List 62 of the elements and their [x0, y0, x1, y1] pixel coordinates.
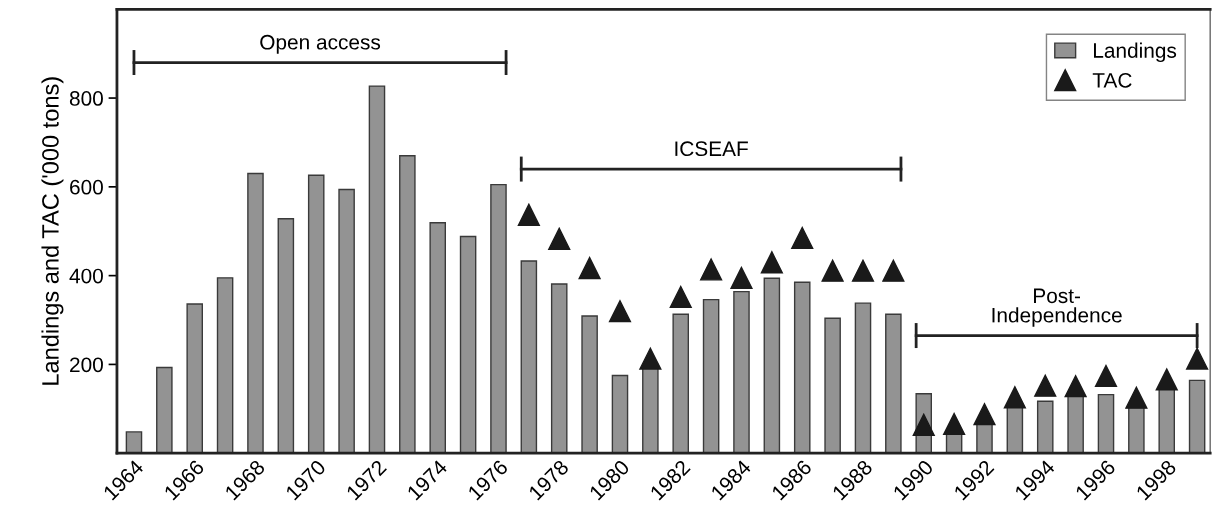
bar [550, 283, 568, 454]
bar [854, 302, 872, 454]
point [1064, 375, 1087, 398]
point [912, 413, 935, 436]
point [1034, 374, 1057, 397]
point [760, 251, 783, 274]
bar [277, 218, 295, 454]
bar [793, 281, 811, 454]
annotation: Post- Independence [992, 288, 1122, 327]
annotation: Open access [260, 34, 381, 54]
bar [125, 431, 143, 454]
y-axis-title: Landings and TAC ('000 tons) [41, 77, 64, 385]
point [1125, 386, 1148, 409]
point [517, 203, 540, 226]
bar [399, 155, 416, 454]
bar [1097, 393, 1115, 454]
y-tick-label: 600 [70, 179, 103, 195]
bar [156, 366, 173, 454]
point [1186, 347, 1209, 370]
bar [1067, 394, 1084, 454]
bar [1036, 400, 1054, 454]
bar [672, 313, 690, 454]
point [973, 403, 996, 426]
point [548, 227, 571, 250]
legend-label: TAC [1092, 72, 1132, 88]
bar [459, 235, 477, 454]
point [851, 259, 875, 282]
bar [216, 277, 234, 454]
bar [702, 298, 720, 454]
bar [885, 313, 902, 454]
point [608, 300, 632, 323]
bar [186, 303, 204, 454]
point [1155, 368, 1178, 391]
bar [1188, 379, 1206, 454]
y-tick-label: 800 [69, 91, 103, 106]
bar [368, 85, 386, 454]
point [1003, 386, 1026, 409]
bar [763, 277, 781, 454]
point [699, 258, 723, 281]
point [821, 259, 844, 282]
point [791, 226, 814, 250]
bar [611, 374, 629, 454]
bar [490, 183, 507, 454]
point [578, 256, 601, 280]
bar [307, 174, 325, 454]
legend-label: Landings [1094, 42, 1177, 63]
y-tick-label: 200 [70, 357, 103, 373]
bar [733, 290, 750, 454]
bar [520, 260, 538, 454]
point [639, 347, 662, 370]
bar [247, 172, 264, 454]
point [1094, 364, 1118, 388]
point [730, 266, 753, 289]
bar [338, 188, 355, 454]
bar [581, 315, 598, 454]
point [669, 285, 692, 309]
y-tick-label: 400 [69, 268, 103, 284]
bar [824, 317, 841, 454]
bar [429, 222, 447, 454]
annotation: ICSEAF [675, 141, 748, 157]
point [882, 259, 905, 282]
point [943, 412, 966, 436]
